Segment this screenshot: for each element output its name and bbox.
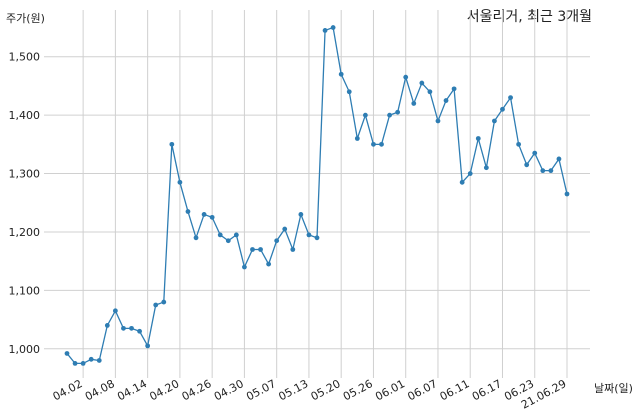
data-point bbox=[564, 191, 570, 197]
data-point bbox=[354, 136, 360, 141]
data-point bbox=[137, 328, 142, 334]
data-point bbox=[80, 360, 86, 366]
data-point bbox=[379, 141, 384, 147]
x-tick-label: 04.02 bbox=[51, 377, 85, 403]
data-point bbox=[467, 171, 473, 176]
x-tick-label: 04.20 bbox=[147, 377, 181, 403]
data-point bbox=[185, 209, 191, 214]
data-point bbox=[209, 214, 215, 220]
data-point bbox=[250, 247, 255, 252]
x-tick-label: 04.30 bbox=[212, 377, 246, 403]
data-point bbox=[475, 136, 481, 141]
y-tick-label: 1,400 bbox=[9, 109, 41, 122]
x-tick-label: 05.13 bbox=[276, 377, 310, 403]
data-point bbox=[217, 232, 223, 238]
data-point bbox=[145, 343, 151, 349]
x-tick-label: 06.11 bbox=[438, 377, 472, 403]
data-point bbox=[161, 299, 167, 305]
data-point bbox=[459, 179, 465, 185]
data-point bbox=[306, 232, 312, 238]
data-point bbox=[290, 247, 296, 252]
data-point bbox=[483, 165, 489, 171]
y-axis-label: 주가(원) bbox=[6, 12, 45, 25]
data-point bbox=[362, 112, 368, 118]
data-point bbox=[419, 80, 425, 86]
data-point bbox=[88, 356, 94, 362]
data-point bbox=[435, 118, 441, 124]
data-point bbox=[129, 325, 134, 331]
x-tick-label: 06.17 bbox=[470, 377, 504, 403]
data-point bbox=[112, 308, 118, 314]
x-tick-label: 05.07 bbox=[244, 377, 278, 403]
data-point bbox=[153, 302, 159, 308]
y-tick-label: 1,300 bbox=[9, 168, 41, 181]
data-point bbox=[524, 162, 530, 168]
data-point bbox=[104, 323, 110, 328]
x-tick-label: 06.07 bbox=[405, 377, 439, 403]
data-point bbox=[330, 25, 336, 30]
y-tick-label: 1,200 bbox=[9, 226, 41, 239]
x-tick-label: 06.01 bbox=[373, 377, 407, 403]
data-point bbox=[540, 168, 546, 174]
data-point bbox=[225, 238, 231, 244]
y-tick-label: 1,500 bbox=[9, 51, 41, 64]
data-point bbox=[395, 109, 401, 115]
data-point bbox=[387, 112, 392, 118]
data-point bbox=[532, 150, 538, 156]
data-point bbox=[233, 232, 239, 238]
data-point bbox=[72, 360, 78, 366]
data-point bbox=[500, 106, 505, 112]
data-point bbox=[451, 86, 457, 92]
x-tick-label: 04.26 bbox=[180, 377, 214, 403]
data-point bbox=[371, 141, 376, 147]
data-point bbox=[274, 238, 280, 244]
y-tick-label: 1,100 bbox=[9, 284, 41, 297]
data-point bbox=[427, 89, 433, 95]
data-point bbox=[548, 168, 554, 174]
data-point bbox=[64, 351, 70, 356]
data-point bbox=[242, 264, 247, 270]
data-point bbox=[96, 358, 102, 363]
x-tick-label: 05.20 bbox=[309, 377, 343, 403]
data-point bbox=[508, 95, 513, 101]
data-point bbox=[411, 101, 417, 106]
data-point bbox=[266, 261, 272, 267]
data-point bbox=[346, 89, 352, 95]
series-line bbox=[66, 26, 568, 365]
data-point bbox=[403, 74, 409, 80]
data-point bbox=[298, 212, 304, 217]
data-point bbox=[201, 212, 207, 217]
data-point bbox=[121, 325, 126, 331]
data-point bbox=[443, 98, 449, 103]
data-point bbox=[258, 247, 263, 252]
x-tick-label: 04.08 bbox=[83, 377, 117, 403]
data-point bbox=[556, 156, 562, 162]
data-point bbox=[492, 118, 497, 124]
data-point bbox=[338, 71, 344, 77]
x-tick-label: 04.14 bbox=[115, 377, 149, 403]
x-tick-label: 05.26 bbox=[341, 377, 375, 403]
data-point bbox=[314, 235, 320, 241]
data-point bbox=[322, 28, 328, 33]
x-axis-label: 날짜(일) bbox=[594, 382, 633, 395]
chart-title: 서울리거, 최근 3개월 bbox=[466, 9, 592, 25]
data-point bbox=[516, 141, 522, 147]
data-point bbox=[193, 235, 199, 241]
y-tick-label: 1,000 bbox=[9, 343, 41, 356]
data-point bbox=[282, 226, 288, 232]
data-point bbox=[177, 179, 183, 185]
data-point bbox=[169, 141, 175, 147]
